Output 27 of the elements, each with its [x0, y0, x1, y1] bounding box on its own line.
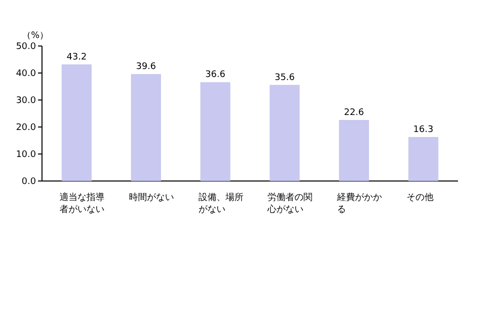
bar: 35.6 [270, 72, 300, 181]
y-tick-label: 0.0 [22, 177, 36, 187]
data-label: 16.3 [413, 124, 434, 135]
data-label: 22.6 [344, 108, 364, 118]
x-tick-label: 設備、場所がない [198, 192, 244, 215]
y-tick-label: 40.0 [16, 69, 36, 79]
data-label: 35.6 [274, 72, 295, 83]
bar [339, 120, 369, 181]
bar: 39.6 [131, 62, 161, 181]
x-tick-label: 時間がない [129, 192, 174, 203]
data-label: 39.6 [136, 62, 156, 72]
bar: 22.6 [339, 108, 369, 181]
y-tick-label: 50.0 [16, 42, 36, 52]
x-tick-label: 労働者の関心がない [266, 192, 313, 215]
x-tick-label: その他 [406, 192, 434, 203]
x-tick-label: 適当な指導者がいない [60, 192, 105, 215]
bar: 36.6 [200, 70, 230, 181]
y-tick-label: 20.0 [16, 123, 36, 133]
y-tick-label: 30.0 [16, 96, 36, 106]
x-tick-label: 経費がかかる [336, 192, 382, 215]
bar [408, 136, 438, 181]
y-tick-label: 10.0 [16, 150, 36, 160]
bar: 16.3 [408, 125, 438, 181]
data-label: 43.2 [66, 52, 87, 62]
y-axis-title: （%） [22, 31, 49, 41]
data-label: 36.6 [205, 70, 226, 80]
bar: 43.2 [62, 52, 92, 181]
